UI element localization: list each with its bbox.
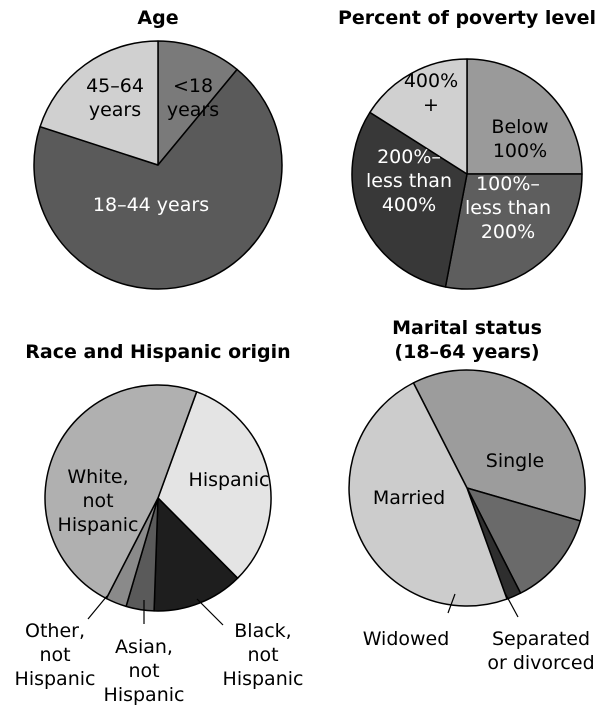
chart-title-poverty: Percent of poverty level	[338, 7, 596, 29]
slice-label: 400% +	[404, 70, 458, 116]
pie-slice	[369, 58, 468, 175]
pie-slice	[44, 384, 198, 600]
slice-label: 18–44 years	[93, 194, 209, 216]
pie-slice	[466, 58, 583, 175]
slice-label: Married	[373, 487, 445, 509]
pie-slice	[39, 40, 159, 166]
pie-slice	[466, 487, 582, 594]
pie-slice	[444, 173, 583, 290]
slice-label: 100%– less than 200%	[465, 173, 551, 243]
pie-race: Hispanic Black, not Hispanic Asian, not Hispan…	[15, 384, 304, 706]
slice-label: Single	[486, 450, 544, 472]
slice-label: Widowed	[363, 628, 450, 650]
pie-slice	[157, 40, 238, 166]
slice-label: <18 years	[167, 75, 219, 121]
leader-line	[504, 592, 519, 618]
slice-label: Other, not Hispanic	[15, 620, 96, 690]
slice-label: 45–64 years	[86, 75, 144, 121]
svg-text:Marital status(18–64 years): Marital status (18–64 years)	[392, 317, 542, 363]
pie-slice	[33, 68, 283, 290]
slice-label: Below 100%	[491, 116, 548, 162]
leader-line	[196, 598, 224, 626]
slice-label: Asian, not Hispanic	[104, 636, 185, 706]
leader-line	[87, 595, 108, 620]
slice-label: White, not Hispanic	[58, 466, 139, 536]
pie-marital: Single Separated or divorced Widowed Married	[348, 369, 595, 674]
chart-title-age: Age	[137, 7, 178, 29]
slice-label: Hispanic	[189, 469, 270, 491]
pie-age: <18 years 18–44 years 45–64 years	[33, 40, 283, 290]
slice-label: Separated or divorced	[487, 628, 594, 674]
pie-slice	[157, 391, 272, 579]
slice-label: Black, not Hispanic	[223, 620, 304, 690]
pie-slice	[348, 382, 508, 607]
pie-slice	[153, 497, 239, 612]
chart-title-race: Race and Hispanic origin	[25, 341, 290, 363]
pie-slice	[412, 369, 586, 522]
chart-title-marital: Marital status (18–64 years)	[392, 317, 542, 363]
slice-label: 200%– less than 400%	[366, 146, 452, 216]
pie-poverty: Below 100% 100%– less than 200%200%– less tha…	[351, 58, 583, 290]
leader-line	[447, 593, 456, 614]
